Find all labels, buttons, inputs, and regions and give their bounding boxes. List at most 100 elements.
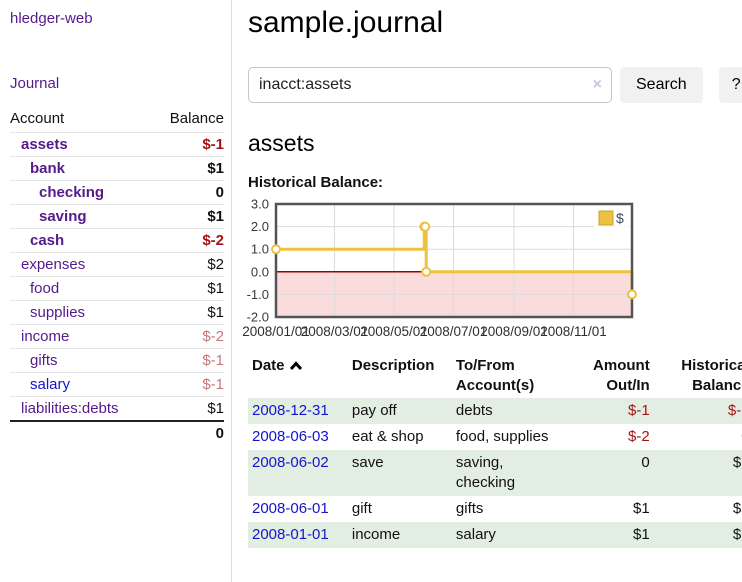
account-link-liabilities-debts[interactable]: liabilities:debts — [21, 400, 119, 417]
account-row: food $1 — [10, 276, 224, 301]
svg-text:2008/09/01: 2008/09/01 — [480, 324, 548, 339]
transaction-description: pay off — [347, 398, 452, 424]
register-row: 2008-06-01 gift gifts $1 $2 — [248, 496, 742, 522]
accounts-total-row: 0 — [10, 420, 224, 445]
register-header-amount: Amount Out/In — [593, 357, 650, 394]
account-link-checking[interactable]: checking — [39, 184, 105, 201]
transaction-amount: $-1 — [568, 398, 654, 424]
chart-data-point — [421, 266, 432, 277]
chart-border — [274, 202, 634, 319]
account-link-salary[interactable]: salary — [30, 376, 71, 393]
account-link-assets[interactable]: assets — [21, 136, 68, 153]
svg-text:-1.0: -1.0 — [247, 287, 269, 302]
accounts-table: Account Balance assets $-1 bank $1 check… — [10, 107, 224, 445]
transaction-amount: $1 — [633, 500, 650, 517]
register-header-row: Date Description To/From Account(s) Amou… — [248, 354, 742, 398]
date-header-label: Date — [252, 357, 285, 374]
transaction-accounts: saving, checking — [451, 450, 569, 496]
transaction-accounts: gifts — [455, 500, 484, 517]
register-header-date[interactable]: Date — [248, 354, 348, 398]
transaction-date-link[interactable]: 2008-01-01 — [252, 526, 329, 543]
account-row: checking 0 — [10, 180, 224, 205]
transaction-description: eat & shop — [351, 428, 424, 445]
transaction-accounts: salary — [451, 522, 569, 548]
account-row: income $-2 — [10, 324, 224, 349]
account-balance: $1 — [152, 156, 224, 181]
account-row: bank $1 — [10, 156, 224, 181]
transaction-accounts: debts — [451, 398, 569, 424]
transaction-balance: $1 — [653, 522, 742, 548]
transaction-date-link[interactable]: 2008-06-03 — [252, 428, 329, 445]
svg-text:2008/11/01: 2008/11/01 — [540, 324, 607, 339]
clear-search-icon[interactable]: × — [592, 76, 602, 93]
account-row: gifts $-1 — [10, 348, 224, 373]
help-button[interactable]: ? — [718, 67, 742, 103]
transaction-description: income — [347, 522, 452, 548]
transaction-balance: $-1 — [653, 398, 742, 424]
account-link-food[interactable]: food — [30, 280, 60, 297]
account-row: expenses $2 — [10, 252, 224, 277]
search-button[interactable]: Search — [620, 67, 703, 103]
account-balance: $-1 — [152, 132, 224, 157]
svg-text:2008/01/01: 2008/01/01 — [242, 324, 310, 339]
account-link-income[interactable]: income — [21, 328, 70, 345]
transaction-date-link[interactable]: 2008-06-02 — [252, 454, 329, 471]
account-link-saving[interactable]: saving — [39, 208, 87, 225]
accounts-total: 0 — [152, 420, 224, 445]
transaction-amount: $-2 — [628, 428, 650, 445]
account-balance: $2 — [152, 252, 224, 277]
svg-text:2008/07/01: 2008/07/01 — [420, 324, 488, 339]
svg-text:1.0: 1.0 — [251, 242, 269, 257]
register-row: 2008-12-31 pay off debts $-1 $-1 — [248, 398, 742, 424]
search-input[interactable] — [248, 67, 612, 103]
transaction-accounts: food, supplies — [455, 428, 549, 445]
account-balance: $-1 — [152, 348, 224, 373]
transaction-date-link[interactable]: 2008-12-31 — [252, 402, 329, 419]
account-balance: $-2 — [152, 324, 224, 349]
account-balance: 0 — [152, 180, 224, 205]
transaction-amount: 0 — [568, 450, 654, 496]
legend-swatch — [598, 210, 614, 226]
account-link-supplies[interactable]: supplies — [30, 304, 86, 321]
account-row: cash $-2 — [10, 228, 224, 253]
sidebar-item-journal[interactable]: Journal — [10, 75, 60, 92]
account-balance: $1 — [152, 396, 224, 421]
chart-data-point — [420, 221, 431, 232]
account-link-bank[interactable]: bank — [30, 160, 66, 177]
chart-heading: Historical Balance: — [248, 174, 384, 191]
register-table: Date Description To/From Account(s) Amou… — [248, 354, 742, 548]
account-balance: $-2 — [152, 228, 224, 253]
accounts-header-balance: Balance — [169, 110, 224, 127]
search-form: × Search ? — [248, 67, 742, 103]
sidebar: hledger-web Journal Account Balance asse… — [0, 0, 232, 582]
account-row: saving $1 — [10, 204, 224, 229]
account-balance: $1 — [152, 204, 224, 229]
transaction-balance: $2 — [653, 450, 742, 496]
register-row: 2008-06-03 eat & shop food, supplies $-2… — [248, 424, 742, 450]
account-row: salary $-1 — [10, 372, 224, 397]
svg-text:3.0: 3.0 — [251, 198, 269, 212]
legend-label: $ — [616, 210, 624, 226]
accounts-header-account: Account — [10, 110, 65, 127]
register-header-balance: Historical Balance — [681, 357, 742, 394]
account-link-cash[interactable]: cash — [30, 232, 65, 249]
transaction-date-link[interactable]: 2008-06-01 — [252, 500, 329, 517]
svg-text:0.0: 0.0 — [251, 264, 269, 279]
main-panel: sample.journal × Search ? assets Histori… — [232, 0, 742, 582]
account-balance: $1 — [152, 276, 224, 301]
transaction-description: save — [347, 450, 452, 496]
account-link-gifts[interactable]: gifts — [30, 352, 58, 369]
account-row: liabilities:debts $1 — [10, 396, 224, 421]
transaction-amount: $1 — [568, 522, 654, 548]
register-header-accounts: To/From Account(s) — [455, 357, 535, 394]
account-link-expenses[interactable]: expenses — [21, 256, 86, 273]
sort-ascending-icon — [289, 358, 303, 375]
brand-link[interactable]: hledger-web — [10, 10, 93, 27]
historical-balance-chart: 3.0 2.0 1.0 0.0 -1.0 -2.0 2008/01/01 2008/03/01… — [240, 197, 742, 348]
svg-text:2.0: 2.0 — [251, 219, 269, 234]
register-row: 2008-06-02 save saving, checking 0 $2 — [248, 450, 742, 496]
page-title: sample.journal — [248, 6, 444, 39]
transaction-balance: $2 — [732, 500, 742, 517]
account-row: supplies $1 — [10, 300, 224, 325]
